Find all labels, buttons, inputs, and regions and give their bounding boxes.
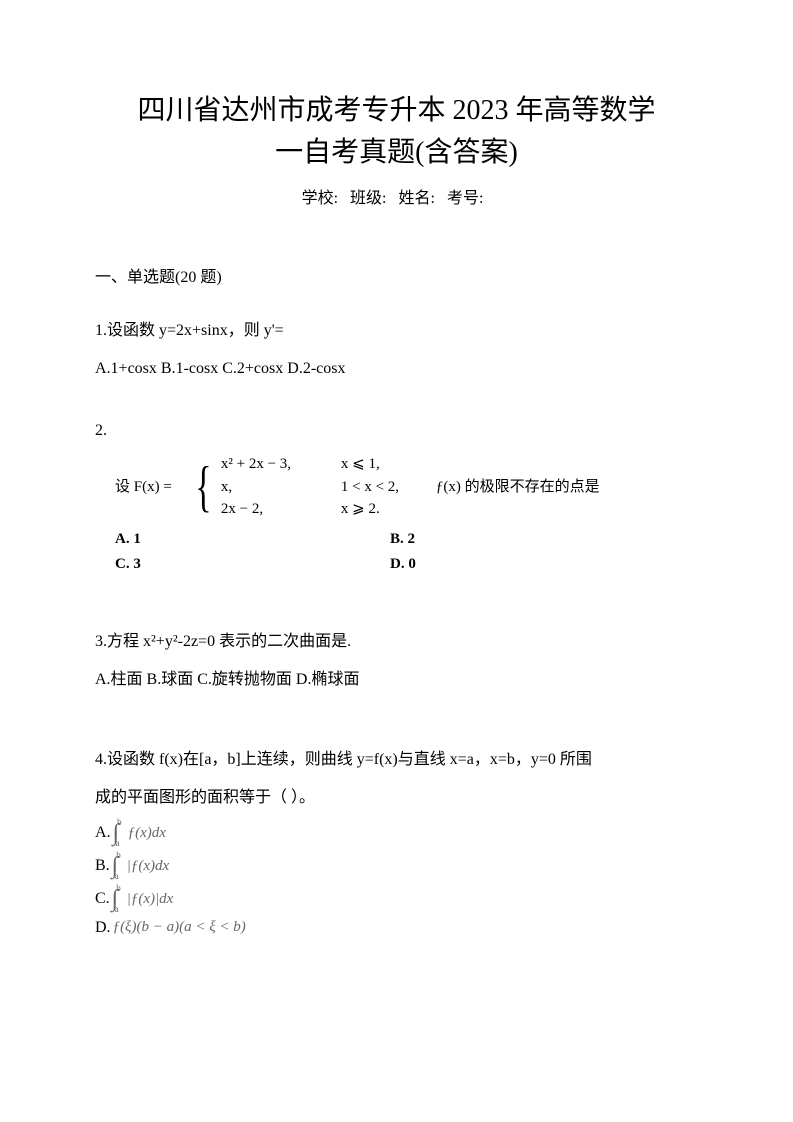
q4-opta-label: A.: [95, 824, 111, 842]
q2-case1-expr: x² + 2x − 3,: [221, 453, 341, 476]
q4-opt-b: B. ∫ b a |ƒ(x)dx: [95, 853, 698, 880]
q2-case3-cond: x ⩾ 2.: [341, 498, 436, 521]
question-4: 4.设函数 f(x)在[a，b]上连续，则曲线 y=f(x)与直线 x=a，x=…: [95, 744, 698, 937]
q4-optc-sup: b: [116, 883, 121, 893]
q2-case1-cond: x ⩽ 1,: [341, 453, 436, 476]
student-info-line: 学校: 班级: 姓名: 考号:: [95, 184, 698, 208]
q3-options: A.柱面 B.球面 C.旋转抛物面 D.椭球面: [95, 664, 698, 696]
q2-case2-expr: x,: [221, 476, 341, 499]
q2-case2-cond: 1 < x < 2,: [341, 476, 436, 499]
q1-options: A.1+cosx B.1-cosx C.2+cosx D.2-cosx: [95, 353, 698, 385]
q2-piecewise: 设 F(x) = { x² + 2x − 3, x ⩽ 1, x, 1 < x …: [115, 453, 698, 521]
q3-stem: 3.方程 x²+y²-2z=0 表示的二次曲面是.: [95, 626, 698, 658]
q4-optb-sup: b: [116, 850, 121, 860]
q2-case3-expr: 2x − 2,: [221, 498, 341, 521]
document-title-line1: 四川省达州市成考专升本 2023 年高等数学: [95, 90, 698, 132]
q4-optd-body: ƒ(ξ)(b − a)(a < ξ < b): [113, 919, 246, 936]
q4-stem1: 4.设函数 f(x)在[a，b]上连续，则曲线 y=f(x)与直线 x=a，x=…: [95, 744, 698, 776]
question-3: 3.方程 x²+y²-2z=0 表示的二次曲面是. A.柱面 B.球面 C.旋转…: [95, 626, 698, 696]
school-label: 学校:: [302, 190, 338, 207]
q2-num: 2.: [95, 415, 698, 447]
class-label: 班级:: [350, 190, 386, 207]
q4-opt-d: D. ƒ(ξ)(b − a)(a < ξ < b): [95, 919, 698, 937]
q2-opt-d: D. 0: [390, 552, 416, 578]
q4-opt-a: A. ∫ b a ƒ(x)dx: [95, 820, 698, 847]
q4-optd-label: D.: [95, 919, 111, 937]
q2-tail: ƒ(x) 的极限不存在的点是: [436, 475, 600, 499]
q4-stem2: 成的平面图形的面积等于（ ）。: [95, 782, 698, 814]
exam-id-label: 考号:: [447, 190, 483, 207]
name-label: 姓名:: [399, 190, 435, 207]
brace-icon: {: [195, 459, 211, 515]
q4-opta-body: ƒ(x)dx: [128, 825, 166, 842]
q2-cases: x² + 2x − 3, x ⩽ 1, x, 1 < x < 2, 2x − 2…: [221, 453, 436, 521]
q4-opta-sup: b: [117, 817, 122, 827]
q4-optb-label: B.: [95, 857, 110, 875]
q2-opt-b: B. 2: [390, 527, 415, 553]
section-heading: 一、单选题(20 题): [95, 263, 698, 287]
q4-opta-sub: a: [116, 838, 120, 848]
q4-optc-sub: a: [115, 904, 119, 914]
q2-prefix: 设 F(x) =: [115, 475, 190, 499]
q2-opt-a: A. 1: [115, 527, 390, 553]
q4-optc-body: |ƒ(x)|dx: [127, 891, 174, 908]
document-title-line2: 一自考真题(含答案): [95, 132, 698, 174]
q4-optb-sub: a: [115, 871, 119, 881]
q2-options: A. 1 B. 2 C. 3 D. 0: [115, 527, 698, 578]
question-2: 2. 设 F(x) = { x² + 2x − 3, x ⩽ 1, x, 1 <…: [95, 415, 698, 578]
q4-opt-c: C. ∫ b a |ƒ(x)|dx: [95, 886, 698, 913]
question-1: 1.设函数 y=2x+sinx，则 y'= A.1+cosx B.1-cosx …: [95, 315, 698, 385]
q4-optb-body: |ƒ(x)dx: [127, 858, 169, 875]
q2-opt-c: C. 3: [115, 552, 390, 578]
q4-optc-label: C.: [95, 890, 110, 908]
q1-stem: 1.设函数 y=2x+sinx，则 y'=: [95, 315, 698, 347]
